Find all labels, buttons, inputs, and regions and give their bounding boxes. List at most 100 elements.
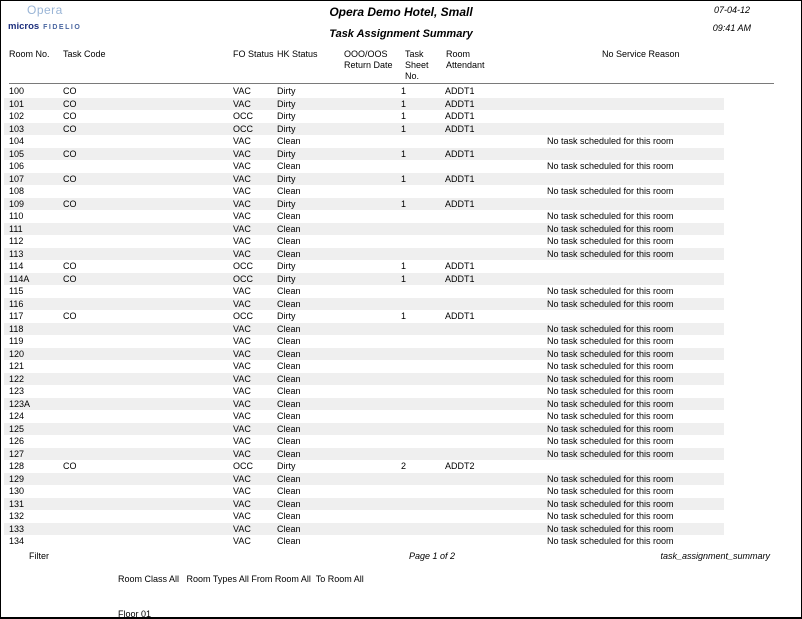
header-ooo-oos-return-date: OOO/OOS Return Date [339, 49, 401, 71]
cell-hk-status: Clean [277, 348, 301, 359]
cell-hk-status: Dirty [277, 173, 296, 184]
cell-fo-status: VAC [233, 423, 251, 434]
cell-fo-status: VAC [233, 211, 251, 222]
cell-fo-status: OCC [233, 111, 253, 122]
table-row: 125 VAC Clean No task scheduled for this… [4, 422, 724, 435]
table-row: 128 CO OCC Dirty 2 ADDT2 [4, 460, 724, 473]
header-room-line1: Room [446, 49, 471, 59]
table-row: 127 VAC Clean No task scheduled for this… [4, 447, 724, 460]
header-no-service-reason: No Service Reason [602, 49, 680, 59]
cell-fo-status: VAC [233, 498, 251, 509]
table-row: 129 VAC Clean No task scheduled for this… [4, 472, 724, 485]
cell-room-attendant: ADDT1 [445, 273, 475, 284]
cell-fo-status: VAC [233, 173, 251, 184]
cell-no-service-reason: No task scheduled for this room [547, 398, 674, 409]
cell-room-no: 125 [9, 423, 25, 434]
cell-hk-status: Clean [277, 498, 301, 509]
table-row: 108 VAC Clean No task scheduled for this… [4, 185, 724, 198]
cell-task-sheet-no: 1 [401, 148, 407, 159]
cell-task-sheet-no: 1 [401, 123, 407, 134]
filter-values: Room Class All Room Types All From Room … [118, 551, 364, 619]
cell-room-no: 101 [9, 98, 25, 109]
table-row: 107 CO VAC Dirty 1 ADDT1 [4, 172, 724, 185]
cell-room-no: 134 [9, 536, 25, 547]
cell-room-no: 123A [9, 398, 31, 409]
task-assignment-table: Room No. Task Code FO Status HK Status O… [1, 49, 801, 548]
cell-task-code: CO [63, 261, 77, 272]
cell-fo-status: VAC [233, 336, 251, 347]
table-row: 110 VAC Clean No task scheduled for this… [4, 210, 724, 223]
cell-hk-status: Clean [277, 436, 301, 447]
cell-room-no: 106 [9, 161, 25, 172]
table-row: 133 VAC Clean No task scheduled for this… [4, 522, 724, 535]
table-row: 112 VAC Clean No task scheduled for this… [4, 235, 724, 248]
cell-hk-status: Clean [277, 411, 301, 422]
table-row: 123A VAC Clean No task scheduled for thi… [4, 397, 724, 410]
cell-hk-status: Clean [277, 523, 301, 534]
cell-hk-status: Dirty [277, 148, 296, 159]
cell-room-no: 126 [9, 436, 25, 447]
filter-line-floor: Floor 01 [118, 608, 152, 619]
table-row: 120 VAC Clean No task scheduled for this… [4, 347, 724, 360]
cell-task-code: CO [63, 198, 77, 209]
cell-room-attendant: ADDT1 [445, 148, 475, 159]
cell-task-code: CO [63, 273, 77, 284]
cell-hk-status: Clean [277, 448, 301, 459]
table-row: 100 CO VAC Dirty 1 ADDT1 [4, 85, 724, 98]
table-row: 130 VAC Clean No task scheduled for this… [4, 485, 724, 498]
cell-hk-status: Clean [277, 136, 301, 147]
cell-task-code: CO [63, 98, 77, 109]
cell-hk-status: Dirty [277, 311, 296, 322]
cell-room-no: 109 [9, 198, 25, 209]
cell-hk-status: Dirty [277, 98, 296, 109]
cell-room-no: 121 [9, 361, 25, 372]
cell-task-sheet-no: 1 [401, 86, 407, 97]
cell-hk-status: Dirty [277, 86, 296, 97]
table-row: 123 VAC Clean No task scheduled for this… [4, 385, 724, 398]
cell-fo-status: VAC [233, 198, 251, 209]
cell-room-attendant: ADDT1 [445, 86, 475, 97]
micros-fidelio-logo: micros FIDELIO [8, 16, 81, 34]
cell-fo-status: VAC [233, 373, 251, 384]
cell-fo-status: VAC [233, 323, 251, 334]
cell-no-service-reason: No task scheduled for this room [547, 298, 674, 309]
table-row: 103 CO OCC Dirty 1 ADDT1 [4, 122, 724, 135]
cell-fo-status: OCC [233, 273, 253, 284]
cell-no-service-reason: No task scheduled for this room [547, 423, 674, 434]
cell-no-service-reason: No task scheduled for this room [547, 161, 674, 172]
filter-label: Filter [29, 551, 49, 561]
cell-fo-status: VAC [233, 411, 251, 422]
cell-fo-status: VAC [233, 136, 251, 147]
cell-no-service-reason: No task scheduled for this room [547, 223, 674, 234]
cell-task-code: CO [63, 123, 77, 134]
cell-room-attendant: ADDT1 [445, 311, 475, 322]
cell-fo-status: VAC [233, 248, 251, 259]
cell-room-no: 113 [9, 248, 24, 259]
opera-logo: Opera [27, 3, 63, 17]
cell-no-service-reason: No task scheduled for this room [547, 136, 674, 147]
table-row: 132 VAC Clean No task scheduled for this… [4, 510, 724, 523]
cell-no-service-reason: No task scheduled for this room [547, 486, 674, 497]
table-row: 114 CO OCC Dirty 1 ADDT1 [4, 260, 724, 273]
cell-room-attendant: ADDT1 [445, 173, 475, 184]
cell-fo-status: VAC [233, 386, 251, 397]
cell-hk-status: Dirty [277, 111, 296, 122]
report-subtitle: Task Assignment Summary [329, 28, 473, 40]
report-time: 09:41 AM [712, 23, 751, 33]
report-title: Opera Demo Hotel, Small [329, 5, 473, 19]
cell-room-no: 132 [9, 511, 25, 522]
cell-room-no: 117 [9, 311, 24, 322]
table-body: 100 CO VAC Dirty 1 ADDT1 101 CO VAC Dirt… [1, 85, 801, 548]
cell-no-service-reason: No task scheduled for this room [547, 511, 674, 522]
cell-task-code: CO [63, 148, 77, 159]
cell-room-no: 110 [9, 211, 24, 222]
cell-room-no: 133 [9, 523, 25, 534]
micros-logo-text: micros [8, 21, 40, 32]
cell-no-service-reason: No task scheduled for this room [547, 498, 674, 509]
table-row: 124 VAC Clean No task scheduled for this… [4, 410, 724, 423]
cell-hk-status: Dirty [277, 261, 296, 272]
cell-task-sheet-no: 2 [401, 461, 407, 472]
cell-hk-status: Clean [277, 361, 301, 372]
cell-no-service-reason: No task scheduled for this room [547, 411, 674, 422]
cell-fo-status: OCC [233, 123, 253, 134]
